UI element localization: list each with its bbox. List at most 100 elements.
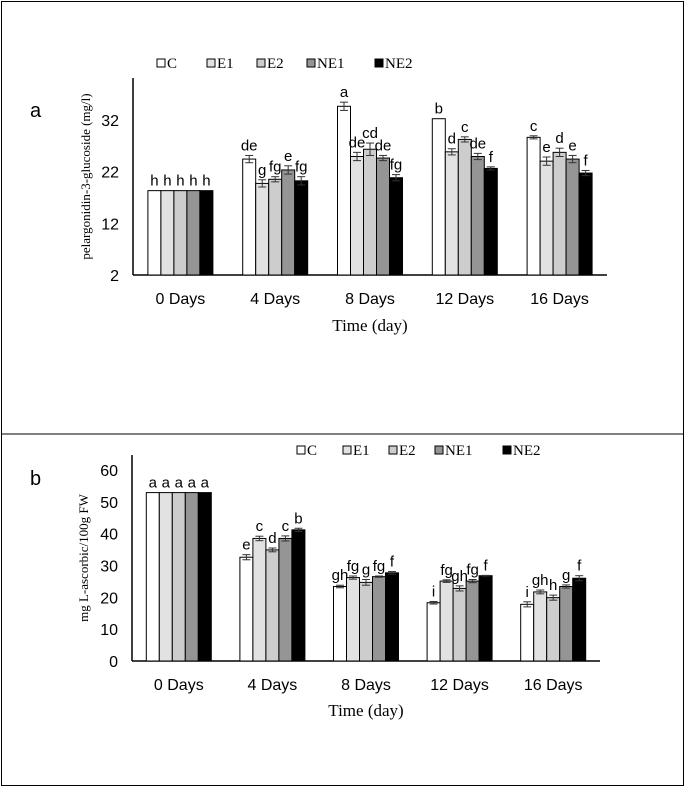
significance-letter: de [349,134,366,151]
significance-letter: a [175,475,184,492]
y-tick-label: 32 [101,113,119,130]
x-tick-label: 16 Days [524,677,583,694]
significance-letter: e [242,537,250,554]
y-tick-label: 50 [100,495,118,512]
bar-E1-4 [533,591,548,662]
significance-letter: e [284,148,292,165]
x-tick-label: 0 Days [154,677,204,694]
significance-letter: c [282,518,290,535]
bar-E2-0 [173,190,188,276]
bar-NE2-4 [572,577,587,662]
error-bar [481,574,490,577]
y-tick-label: 40 [100,527,118,544]
y-tick-label: 10 [100,622,118,639]
error-bar [468,579,477,584]
significance-letter: f [584,152,589,169]
bar-NE1-1 [278,537,293,662]
bar-NE1-2 [376,157,390,276]
bar-NE2-1 [294,180,309,276]
error-bar [297,176,306,186]
bar-E2-3 [457,138,472,276]
error-bar [455,585,464,592]
significance-letter: fg [269,159,282,176]
bar-C-0 [147,190,162,276]
legend-swatch [342,445,352,455]
x-tick-label: 4 Days [250,291,300,308]
legend-swatch [296,445,306,455]
significance-letter: b [294,510,302,527]
error-bar [245,154,254,164]
error-bar [271,176,280,183]
bar-E1-2 [350,155,364,276]
significance-letter: g [362,562,370,579]
bar-C-1 [239,556,254,662]
significance-letter: fg [347,558,360,575]
bar-NE1-1 [281,169,296,276]
x-axis-title: Time (day) [332,316,407,335]
significance-letter: d [448,131,456,148]
bar-NE1-3 [470,155,485,276]
error-bar [353,151,361,162]
legend-item-E2: E2 [256,56,284,72]
bar-E2-2 [359,581,373,662]
significance-letter: b [435,101,443,118]
significance-letter: g [258,162,266,179]
error-bar [340,101,348,111]
error-bar [447,148,456,156]
legend-swatch [374,58,384,68]
significance-letter: fg [466,562,479,579]
significance-letter: i [432,583,435,600]
legend-item-NE2: NE2 [374,56,413,72]
bar-NE1-4 [559,586,574,662]
bar-E2-1 [265,549,280,662]
bar-C-4 [520,603,535,662]
bar-NE2-1 [291,529,306,662]
x-tick-label: 8 Days [345,291,395,308]
significance-letter: a [162,475,171,492]
y-tick-label: 30 [100,559,118,576]
legend-label: E1 [353,443,370,459]
legend-label: E2 [267,56,284,72]
bar-C-2 [337,105,351,276]
legend-swatch [256,58,266,68]
bar-E1-4 [539,160,554,276]
y-tick-label: 22 [101,165,119,182]
legend-swatch [502,445,512,455]
bar-E2-4 [552,151,567,276]
significance-letter: h [150,173,158,190]
legend-item-E1: E1 [206,56,234,72]
error-bar [542,156,551,166]
significance-letter: g [562,567,570,584]
error-bar [336,584,344,589]
bar-C-4 [526,136,541,276]
bar-NE1-3 [465,580,480,662]
significance-letter: fg [373,558,386,575]
legend-swatch [388,445,398,455]
error-bar [486,166,495,171]
x-tick-label: 12 Days [435,291,494,308]
bar-NE2-2 [389,177,403,276]
error-bar [349,575,357,580]
legend-item-NE2: NE2 [502,443,541,459]
bar-C-0 [145,492,160,662]
legend: C E1 E2 NE1 NE2 [296,443,541,459]
panel-label: b [30,468,41,490]
y-tick-label: 0 [109,654,118,671]
error-bar [375,575,383,578]
significance-letter: h [549,577,557,594]
significance-letter: fg [295,159,308,176]
x-tick-label: 0 Days [156,291,206,308]
error-bar [268,547,277,553]
bar-E1-1 [252,537,267,662]
error-bar [294,527,303,532]
bar-E2-0 [171,492,186,662]
significance-letter: h [176,173,184,190]
bar-NE2-0 [197,492,212,662]
bar-NE1-0 [186,190,201,276]
significance-letter: fg [390,157,403,174]
bar-C-3 [431,118,446,276]
bar-E1-0 [160,190,175,276]
